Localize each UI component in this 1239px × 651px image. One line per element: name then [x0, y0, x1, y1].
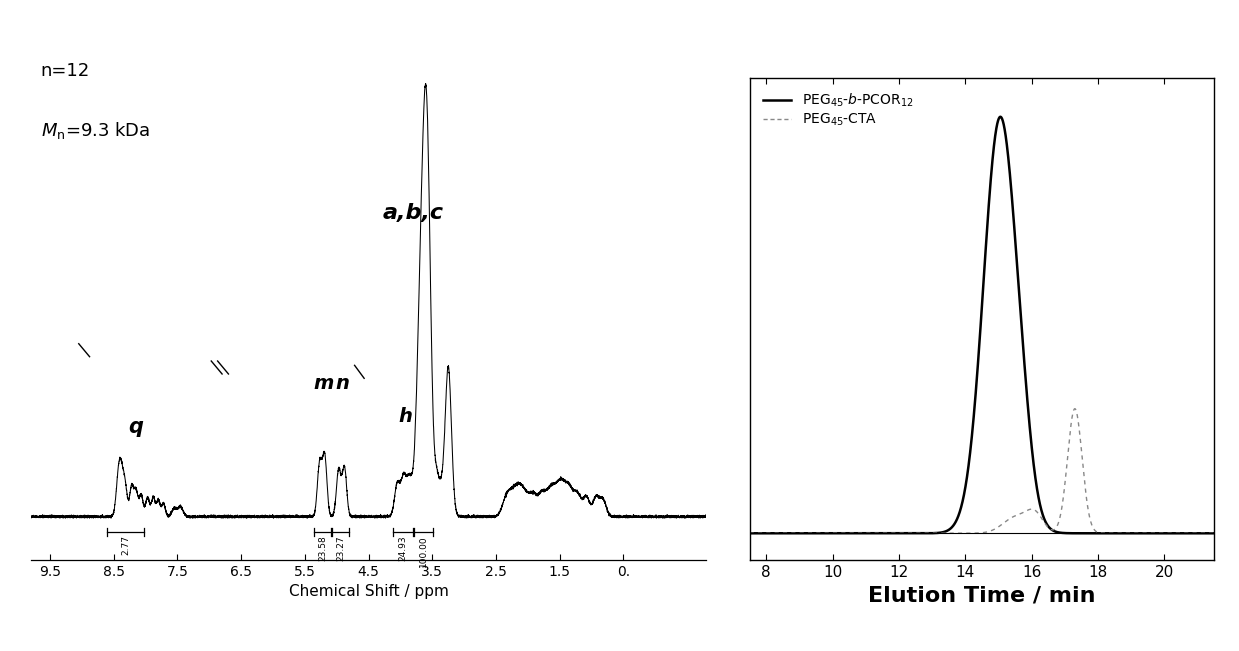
Text: q: q	[129, 417, 144, 437]
Text: 24.93: 24.93	[399, 535, 408, 561]
Text: a,b,c: a,b,c	[383, 202, 444, 223]
Text: n: n	[336, 374, 349, 393]
Text: 2.77: 2.77	[121, 535, 130, 555]
Text: $M_\mathrm{n}$=9.3 kDa: $M_\mathrm{n}$=9.3 kDa	[41, 120, 150, 141]
Text: 23.58: 23.58	[318, 535, 327, 561]
X-axis label: Chemical Shift / ppm: Chemical Shift / ppm	[289, 585, 449, 600]
Text: 100.00: 100.00	[419, 535, 427, 567]
X-axis label: Elution Time / min: Elution Time / min	[869, 585, 1095, 605]
Text: h: h	[398, 407, 411, 426]
Legend: PEG$_{45}$-$b$-PCOR$_{12}$, PEG$_{45}$-CTA: PEG$_{45}$-$b$-PCOR$_{12}$, PEG$_{45}$-C…	[757, 85, 921, 135]
Text: n=12: n=12	[41, 62, 89, 79]
Text: 23.27: 23.27	[336, 535, 346, 561]
Text: m: m	[313, 374, 333, 393]
